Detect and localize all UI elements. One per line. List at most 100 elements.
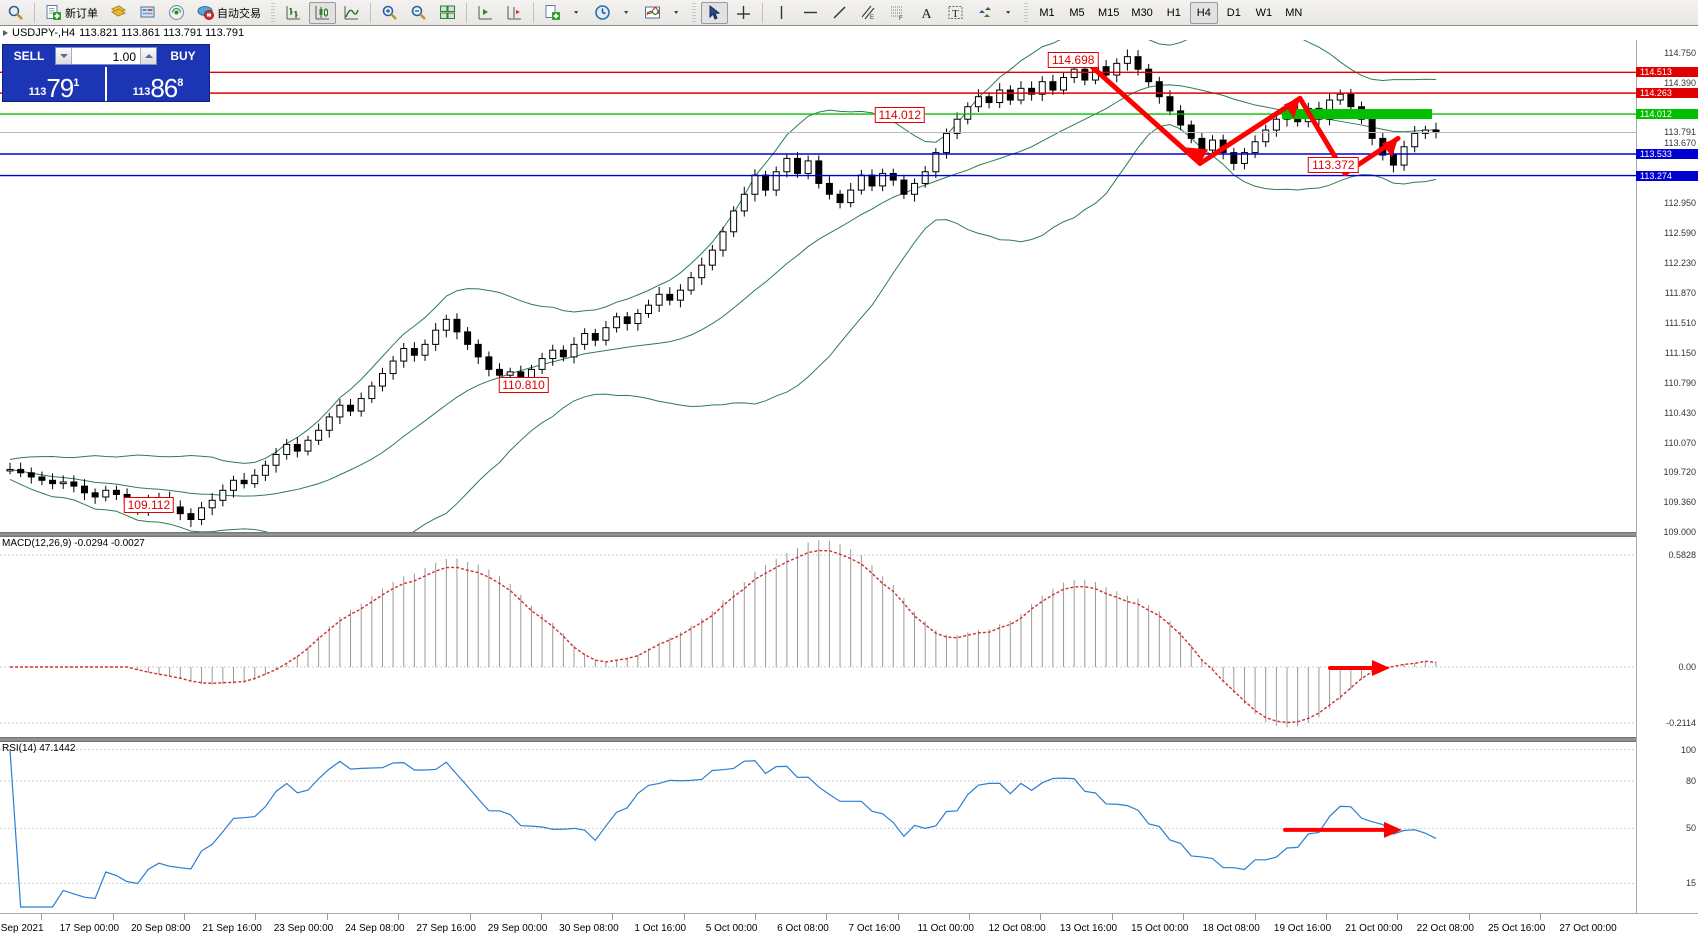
chart-header: USDJPY-,H4 113.821 113.861 113.791 113.7… — [0, 26, 1698, 40]
volume-stepper[interactable]: 1.00 — [55, 47, 157, 65]
new-order-button[interactable]: 新订单 — [40, 2, 103, 24]
price-annotation-label[interactable]: 114.698 — [1048, 52, 1099, 68]
toolbar-grip[interactable] — [692, 3, 696, 23]
text-label-icon[interactable]: A — [913, 2, 940, 24]
time-tick-label: 1 Oct 16:00 — [634, 923, 686, 934]
time-tick-mark — [898, 914, 899, 920]
timeframe-label: M30 — [1131, 7, 1152, 19]
candlestick-chart-icon[interactable] — [309, 2, 336, 24]
buy-price-prefix: 113 — [133, 86, 151, 101]
crosshair-icon[interactable] — [730, 2, 757, 24]
timeframe-h4[interactable]: H4 — [1190, 2, 1218, 24]
time-tick-label: 12 Oct 08:00 — [988, 923, 1045, 934]
new-chart-icon[interactable] — [539, 2, 566, 24]
period-clock-icon[interactable] — [589, 2, 616, 24]
timeframe-label: M5 — [1069, 7, 1084, 19]
time-tick-mark — [969, 914, 970, 920]
buy-button[interactable]: BUY — [159, 47, 207, 65]
price-annotation-label[interactable]: 109.112 — [124, 497, 175, 513]
trade-panel-quotes[interactable]: 113 79 1 113 86 8 — [3, 67, 209, 101]
volume-decrease-icon[interactable] — [56, 48, 72, 64]
new-chart-dropdown-icon[interactable] — [568, 2, 587, 24]
timeframe-m5[interactable]: M5 — [1063, 2, 1091, 24]
templates-dropdown-icon[interactable] — [668, 2, 687, 24]
text-box-icon[interactable]: T — [942, 2, 969, 24]
price-level-badge: 113.274 — [1636, 171, 1698, 181]
time-tick-mark — [1540, 914, 1541, 920]
price-pane[interactable]: 114.698 114.012 113.372 110.810 109.112 — [0, 40, 1636, 532]
price-tick-label: 110.790 — [1664, 378, 1696, 388]
time-tick-label: 23 Sep 00:00 — [274, 923, 334, 934]
terminal-icon[interactable] — [134, 2, 161, 24]
arrows-icon[interactable] — [971, 2, 998, 24]
timeframe-h1[interactable]: H1 — [1160, 2, 1188, 24]
zoom-out-icon[interactable] — [405, 2, 432, 24]
main-toolbar[interactable]: 新订单 自动交易 — [0, 0, 1698, 26]
price-annotation-label[interactable]: 113.372 — [1308, 157, 1359, 173]
timeframe-m15[interactable]: M15 — [1093, 2, 1124, 24]
one-click-trading-panel[interactable]: SELL 1.00 BUY 113 79 1 113 86 8 — [2, 44, 210, 102]
time-tick-label: 21 Oct 00:00 — [1345, 923, 1402, 934]
fibonacci-icon[interactable]: F — [884, 2, 911, 24]
timeframe-label: H1 — [1167, 7, 1181, 19]
time-tick-mark — [755, 914, 756, 920]
timeframe-d1[interactable]: D1 — [1220, 2, 1248, 24]
vertical-line-icon[interactable] — [768, 2, 795, 24]
zoom-in-icon[interactable] — [376, 2, 403, 24]
horizontal-line-icon[interactable] — [797, 2, 824, 24]
bar-chart-icon[interactable] — [280, 2, 307, 24]
volume-increase-icon[interactable] — [140, 48, 156, 64]
time-scale[interactable]: 5 Sep 2021 17 Sep 00:00 20 Sep 08:00 21 Sep… — [0, 913, 1698, 945]
time-tick-label: 6 Oct 08:00 — [777, 923, 829, 934]
shift-chart-icon[interactable] — [472, 2, 499, 24]
time-tick-label: 20 Sep 08:00 — [131, 923, 191, 934]
sell-price-main: 79 — [46, 75, 73, 101]
signal-icon[interactable] — [163, 2, 190, 24]
chart-ohlc-label: 113.821 113.861 113.791 113.791 — [79, 27, 244, 39]
time-tick-mark — [1469, 914, 1470, 920]
toolbar-grip[interactable] — [1024, 3, 1028, 23]
price-tick-label: 112.950 — [1664, 198, 1696, 208]
price-level-badge: 113.533 — [1636, 149, 1698, 159]
timeframe-m1[interactable]: M1 — [1033, 2, 1061, 24]
line-chart-icon[interactable] — [338, 2, 365, 24]
period-dropdown-icon[interactable] — [618, 2, 637, 24]
tile-windows-icon[interactable] — [434, 2, 461, 24]
chart-marker-icon — [3, 30, 8, 36]
time-tick-label: 13 Oct 16:00 — [1060, 923, 1117, 934]
chart-symbol-label: USDJPY-,H4 — [12, 27, 75, 39]
trade-panel-top-row[interactable]: SELL 1.00 BUY — [3, 45, 209, 67]
price-annotation-label[interactable]: 110.810 — [498, 377, 549, 393]
time-tick-label: 29 Sep 00:00 — [488, 923, 548, 934]
sell-price-quote[interactable]: 113 79 1 — [3, 67, 105, 101]
time-tick-mark — [327, 914, 328, 920]
price-annotation-label[interactable]: 114.012 — [875, 107, 926, 123]
timeframe-m30[interactable]: M30 — [1126, 2, 1157, 24]
sell-button[interactable]: SELL — [5, 47, 53, 65]
timeframe-mn[interactable]: MN — [1280, 2, 1308, 24]
price-tick-label: 111.870 — [1665, 288, 1696, 298]
timeframe-w1[interactable]: W1 — [1250, 2, 1278, 24]
rsi-tick-label: 50 — [1686, 823, 1696, 833]
cursor-icon[interactable] — [701, 2, 728, 24]
magnifier-icon[interactable] — [2, 2, 29, 24]
time-tick-mark — [1326, 914, 1327, 920]
arrows-dropdown-icon[interactable] — [1000, 2, 1019, 24]
volume-input[interactable]: 1.00 — [72, 48, 140, 64]
buy-price-quote[interactable]: 113 86 8 — [105, 67, 209, 101]
timeframe-label: M1 — [1039, 7, 1054, 19]
price-tick-label: 111.150 — [1665, 348, 1696, 358]
macd-pane[interactable] — [0, 537, 1636, 737]
time-tick-label: 25 Oct 16:00 — [1488, 923, 1545, 934]
autotrade-button[interactable]: 自动交易 — [192, 2, 266, 24]
price-scale[interactable]: 114.750 114.513114.390114.263 114.012 113.7… — [1636, 40, 1698, 913]
time-tick-mark — [398, 914, 399, 920]
rsi-pane[interactable] — [0, 742, 1636, 913]
equidistant-channel-icon[interactable]: E — [855, 2, 882, 24]
history-book-icon[interactable] — [105, 2, 132, 24]
toolbar-grip[interactable] — [271, 3, 275, 23]
templates-icon[interactable] — [639, 2, 666, 24]
trendline-icon[interactable] — [826, 2, 853, 24]
auto-scroll-icon[interactable] — [501, 2, 528, 24]
rsi-indicator-label: RSI(14) 47.1442 — [2, 743, 75, 754]
